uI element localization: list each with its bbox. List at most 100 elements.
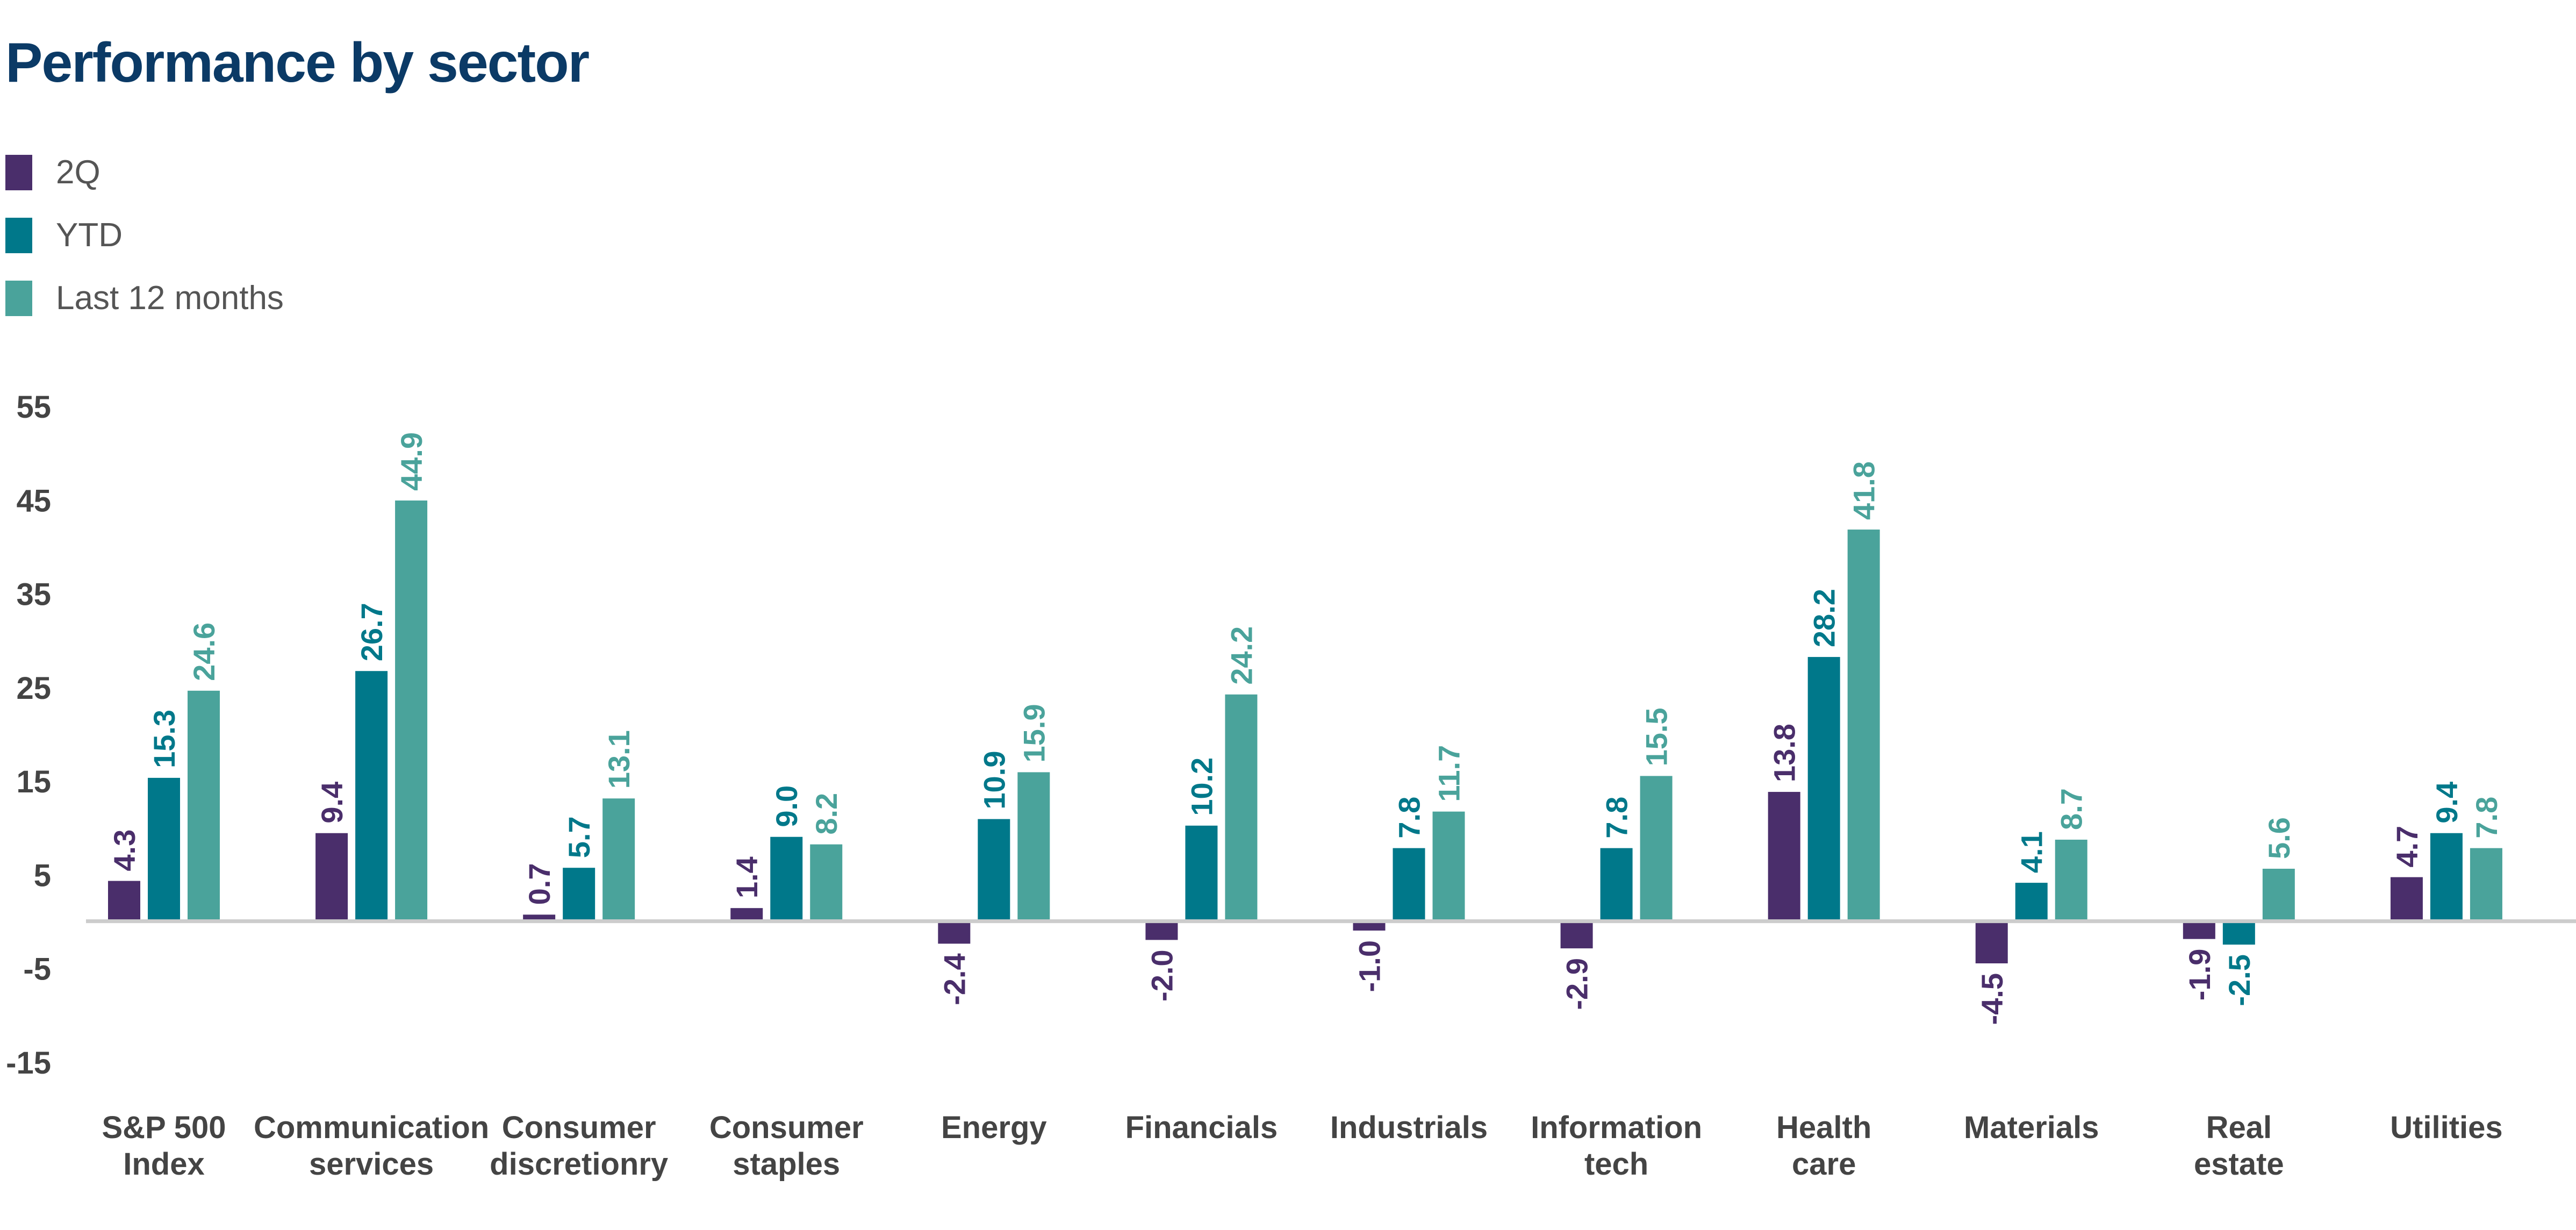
- x-tick-label: Health: [1776, 1110, 1871, 1145]
- data-label-ytd-s-p-500-index: 15.3: [147, 710, 181, 768]
- data-label-2q-financials: -2.0: [1145, 949, 1179, 1002]
- x-tick-label: Index: [123, 1147, 205, 1182]
- bar-ytd-consumer-discretionry: [563, 868, 595, 921]
- data-label-2q-industrials: -1.0: [1353, 940, 1387, 992]
- x-tick-label: tech: [1584, 1147, 1648, 1182]
- data-label-2q-real-estate: -1.9: [2183, 949, 2216, 1001]
- x-tick-label: Energy: [941, 1110, 1047, 1145]
- x-tick-label: Utilities: [2390, 1110, 2503, 1145]
- bar-ytd-s-p-500-index: [148, 777, 180, 921]
- data-label-2q-energy: -2.4: [937, 953, 971, 1005]
- data-label-ytd-health-care: 28.2: [1807, 589, 1841, 647]
- x-tick-label: Industrials: [1330, 1110, 1488, 1145]
- y-tick-label: 15: [16, 764, 51, 799]
- data-label-last-12-months-information-tech: 15.5: [1640, 707, 1674, 766]
- data-label-2q-utilities: 4.7: [2390, 826, 2424, 868]
- data-label-2q-consumer-discretionry: 0.7: [522, 863, 556, 905]
- bar-2q-financials: [1145, 921, 1178, 940]
- data-label-last-12-months-materials: 8.7: [2055, 788, 2089, 830]
- bar-ytd-industrials: [1393, 848, 1425, 921]
- data-label-ytd-consumer-discretionry: 5.7: [562, 816, 596, 858]
- x-tick-label: Consumer: [502, 1110, 656, 1145]
- y-tick-label: 5: [34, 858, 51, 893]
- x-tick-label: Communication: [254, 1110, 489, 1145]
- data-label-2q-s-p-500-index: 4.3: [107, 829, 141, 871]
- x-tick-label: Materials: [1964, 1110, 2099, 1145]
- x-tick-label: staples: [733, 1147, 840, 1182]
- bar-last-12-months-consumer-discretionry: [602, 798, 635, 921]
- y-tick-label: 45: [16, 483, 51, 518]
- x-tick-label: S&P 500: [102, 1110, 226, 1145]
- bar-last-12-months-utilities: [2470, 848, 2502, 921]
- y-tick-label: -5: [23, 952, 51, 987]
- bar-ytd-energy: [978, 819, 1010, 921]
- data-label-last-12-months-consumer-staples: 8.2: [809, 793, 843, 835]
- bar-ytd-financials: [1185, 825, 1218, 921]
- bar-ytd-utilities: [2430, 833, 2463, 921]
- bar-2q-industrials: [1353, 921, 1386, 931]
- bar-2q-consumer-staples: [730, 908, 763, 921]
- bar-last-12-months-materials: [2055, 839, 2087, 921]
- data-label-last-12-months-industrials: 11.7: [1432, 745, 1466, 802]
- x-tick-label: discretionry: [490, 1147, 668, 1182]
- data-label-2q-communication-services: 9.4: [315, 782, 349, 824]
- data-label-ytd-industrials: 7.8: [1393, 797, 1426, 839]
- bar-2q-energy: [938, 921, 971, 944]
- legend-label-2q: 2Q: [56, 154, 101, 191]
- data-label-ytd-communication-services: 26.7: [355, 603, 389, 661]
- bar-ytd-information-tech: [1600, 848, 1633, 921]
- bar-2q-utilities: [2390, 877, 2423, 921]
- legend-item-2q: 2Q: [5, 141, 284, 204]
- y-tick-label: 55: [16, 390, 51, 425]
- bar-last-12-months-consumer-staples: [810, 844, 843, 921]
- bar-ytd-communication-services: [355, 671, 388, 921]
- bar-2q-real-estate: [2183, 921, 2215, 939]
- y-tick-label: 35: [16, 577, 51, 612]
- legend-item-ytd: YTD: [5, 204, 284, 267]
- bar-last-12-months-health-care: [1847, 530, 1880, 921]
- chart-legend: 2Q YTD Last 12 months: [5, 141, 284, 330]
- bar-ytd-health-care: [1807, 657, 1840, 921]
- bar-last-12-months-financials: [1225, 694, 1258, 921]
- legend-label-ltm: Last 12 months: [56, 280, 284, 317]
- chart-title: Performance by sector: [5, 32, 590, 94]
- x-tick-label: services: [309, 1147, 434, 1182]
- y-tick-label: -15: [6, 1046, 51, 1081]
- bar-2q-communication-services: [315, 833, 348, 921]
- data-label-last-12-months-energy: 15.9: [1017, 704, 1051, 762]
- x-tick-label: Financials: [1125, 1110, 1278, 1145]
- data-label-ytd-consumer-staples: 9.0: [770, 785, 803, 827]
- data-label-last-12-months-utilities: 7.8: [2470, 797, 2503, 839]
- data-label-last-12-months-s-p-500-index: 24.6: [187, 623, 221, 681]
- data-label-last-12-months-real-estate: 5.6: [2262, 817, 2296, 859]
- data-label-2q-information-tech: -2.9: [1560, 958, 1594, 1010]
- bar-ytd-materials: [2015, 883, 2048, 921]
- legend-swatch-ytd: [5, 217, 32, 253]
- bar-2q-materials: [1975, 921, 2008, 963]
- data-label-2q-health-care: 13.8: [1768, 724, 1802, 782]
- bar-last-12-months-energy: [1017, 772, 1050, 921]
- bar-ytd-consumer-staples: [770, 836, 803, 921]
- x-tick-label: Information: [1531, 1110, 1702, 1145]
- bar-2q-s-p-500-index: [108, 881, 140, 921]
- x-tick-label: Real: [2206, 1110, 2272, 1145]
- bar-last-12-months-information-tech: [1640, 776, 1673, 921]
- y-tick-label: 25: [16, 671, 51, 706]
- bar-last-12-months-s-p-500-index: [188, 690, 220, 921]
- data-label-last-12-months-financials: 24.2: [1224, 626, 1258, 685]
- legend-item-ltm: Last 12 months: [5, 267, 284, 330]
- data-label-ytd-materials: 4.1: [2015, 831, 2049, 873]
- data-label-ytd-utilities: 9.4: [2430, 782, 2464, 824]
- data-label-ytd-energy: 10.9: [977, 751, 1011, 810]
- legend-swatch-2q: [5, 154, 32, 190]
- bar-ytd-real-estate: [2222, 921, 2255, 945]
- data-label-last-12-months-health-care: 41.8: [1847, 461, 1881, 520]
- data-label-2q-materials: -4.5: [1975, 973, 2009, 1025]
- data-label-ytd-real-estate: -2.5: [2222, 954, 2256, 1006]
- data-label-2q-consumer-staples: 1.4: [730, 856, 764, 898]
- bar-last-12-months-real-estate: [2262, 868, 2295, 921]
- data-label-ytd-information-tech: 7.8: [1600, 797, 1634, 839]
- legend-swatch-ltm: [5, 280, 32, 316]
- data-label-last-12-months-communication-services: 44.9: [394, 432, 428, 491]
